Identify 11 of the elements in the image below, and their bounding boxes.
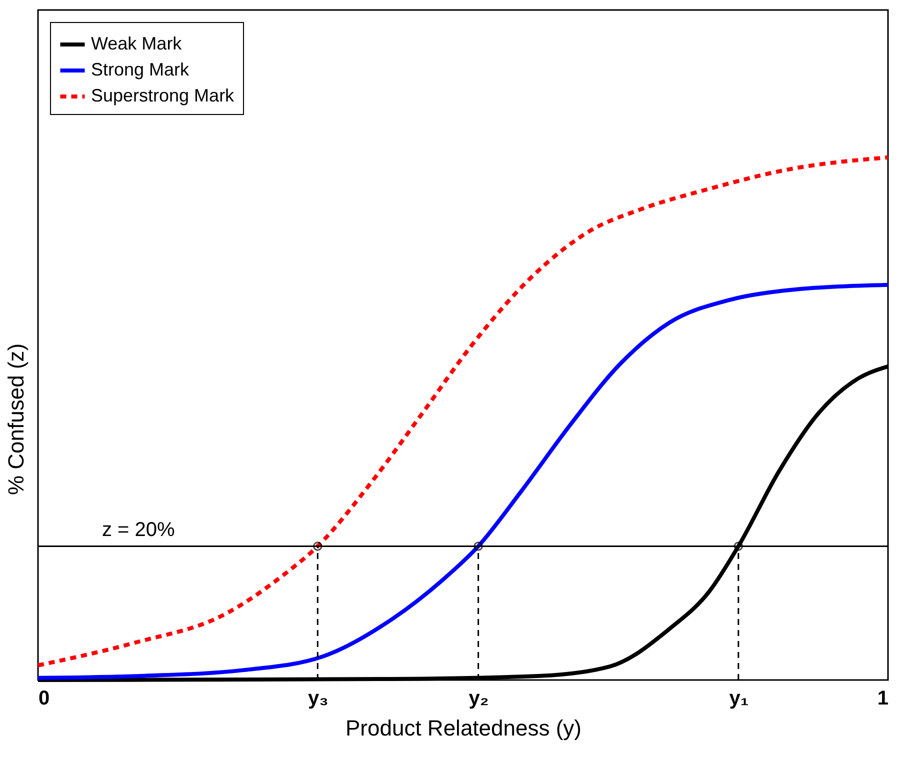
legend-label: Superstrong Mark bbox=[91, 86, 236, 106]
x-tick-label: y₃ bbox=[308, 688, 328, 710]
y-axis-title: % Confused (z) bbox=[4, 343, 28, 496]
x-axis-title: Product Relatedness (y) bbox=[346, 716, 582, 740]
x-tick-label: y₁ bbox=[729, 688, 749, 710]
legend-label: Strong Mark bbox=[91, 60, 190, 80]
annotation: z = 20% bbox=[102, 519, 176, 542]
x-tick-label: 0 bbox=[38, 688, 50, 710]
legend-label: Weak Mark bbox=[91, 34, 183, 54]
x-tick-label: y₂ bbox=[468, 688, 489, 710]
x-tick-label: 1 bbox=[877, 688, 888, 710]
